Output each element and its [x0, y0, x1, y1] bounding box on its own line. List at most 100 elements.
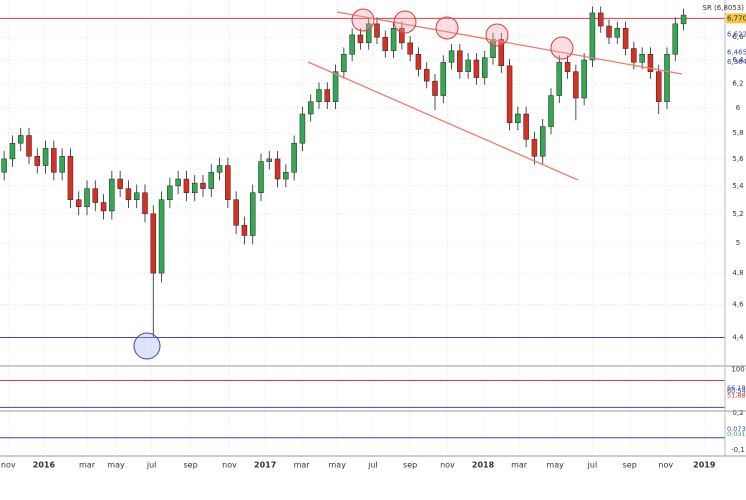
x-tick-label: jul	[587, 461, 598, 470]
candle-body	[581, 59, 587, 99]
candle-body	[564, 62, 571, 72]
candle-body	[100, 202, 107, 212]
candle-body	[432, 80, 438, 96]
candle-body	[233, 199, 239, 226]
candle-body	[357, 34, 364, 44]
x-tick-label: 2019	[693, 461, 716, 470]
candle-body	[324, 89, 331, 102]
candle-body	[589, 12, 596, 61]
value-tag: 60,54	[727, 387, 746, 395]
annotation-circle	[393, 10, 417, 34]
price-tag: 6,622	[727, 31, 746, 39]
y-tick-label: 6	[736, 104, 741, 112]
candle-body	[307, 101, 314, 115]
candle-body	[200, 182, 206, 189]
candle-body	[1, 158, 7, 173]
x-tick-label: jul	[146, 461, 157, 470]
y-tick-label: 6,6	[732, 33, 744, 41]
x-tick-label: nov	[1, 461, 16, 470]
candle-body	[523, 113, 529, 140]
y-tick-label: 0,2	[732, 409, 743, 417]
candle-body	[672, 23, 679, 55]
candle-body	[341, 53, 347, 72]
candle-body	[92, 188, 99, 203]
candle-body	[175, 178, 181, 187]
candle-body	[465, 59, 471, 72]
y-tick-label: 4,4	[732, 334, 744, 342]
candle-body	[17, 135, 24, 144]
candle-body	[109, 178, 115, 212]
y-tick-label: 6,4	[732, 56, 744, 64]
candle-body	[34, 156, 41, 166]
y-tick-label: 5,4	[732, 182, 744, 190]
x-tick-label: mar	[79, 461, 96, 470]
candle-body	[291, 142, 297, 173]
annotation-circle	[351, 8, 375, 32]
candle-body	[473, 59, 480, 78]
candle-body	[515, 113, 521, 124]
x-tick-label: 2016	[33, 461, 56, 470]
candle-body	[423, 69, 430, 82]
candle-body	[191, 182, 198, 193]
candle-body	[631, 48, 637, 63]
annotation-circle	[550, 36, 574, 60]
candle-body	[133, 192, 140, 200]
candle-body	[51, 148, 57, 173]
x-tick-label: may	[546, 461, 564, 470]
annotation-circle	[435, 16, 459, 40]
plot: nov 2016 mar may jul sep nov 2017 mar may jul sep no…	[0, 0, 746, 470]
candle-body	[75, 199, 82, 207]
candle-body	[664, 53, 670, 102]
candle-body	[374, 23, 380, 38]
price-tag: 6,384	[727, 58, 746, 66]
candle-body	[481, 57, 488, 78]
x-tick-label: jul	[367, 461, 378, 470]
candle-body	[647, 53, 654, 72]
candle-body	[316, 89, 322, 102]
annotation-circle	[485, 23, 509, 47]
y-tick-label: 4,6	[732, 301, 744, 309]
candle-body	[614, 28, 621, 38]
price-tag: 6,465	[727, 49, 746, 57]
candle-body	[539, 126, 546, 157]
candle-body	[183, 178, 190, 193]
candle-body	[299, 113, 306, 144]
candle-body	[142, 192, 148, 215]
candle-body	[639, 53, 645, 63]
candle-body	[440, 62, 447, 96]
candle-body	[59, 156, 65, 173]
x-tick-label: nov	[658, 461, 673, 470]
candle-body	[216, 165, 223, 173]
x-tick-label: sep	[623, 461, 637, 470]
y-tick-label: 6,2	[732, 80, 743, 88]
x-tick-label: sep	[403, 461, 417, 470]
candle-body	[67, 156, 74, 200]
x-tick-label: nov	[440, 461, 455, 470]
candle-body	[606, 25, 612, 38]
y-tick-label: -0,1	[731, 446, 745, 454]
candle-body	[283, 172, 289, 180]
candle-body	[655, 71, 662, 102]
candle-body	[498, 39, 505, 67]
candle-body	[167, 185, 173, 200]
x-tick-label: may	[107, 461, 125, 470]
candle-body	[274, 158, 281, 180]
x-tick-label: 2018	[472, 461, 495, 470]
candle-body	[249, 192, 256, 236]
candle-body	[622, 28, 629, 49]
candle-body	[399, 28, 405, 44]
candle-body	[158, 199, 165, 274]
x-tick-label: mar	[511, 461, 528, 470]
y-tick-label: 4,8	[732, 269, 743, 277]
candle-body	[241, 225, 248, 236]
y-tick-label: 100	[731, 366, 744, 374]
candle-body	[266, 158, 273, 162]
candle-body	[506, 65, 513, 124]
candle-body	[390, 28, 397, 52]
candle-body	[9, 142, 16, 160]
y-tick-label: 5,6	[732, 155, 744, 163]
y-tick-label: 5	[736, 239, 740, 247]
candle-body	[208, 172, 215, 189]
y-tick-label: 5,2	[732, 210, 743, 218]
